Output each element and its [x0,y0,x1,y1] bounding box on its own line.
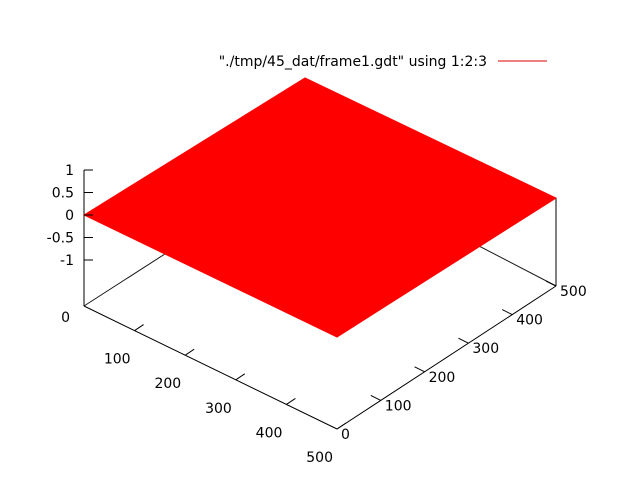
y-tick-mark [414,366,425,373]
surface-plane [82,77,558,338]
legend-entry-label: "./tmp/45_dat/frame1.gdt" using 1:2:3 [219,54,487,70]
y-tick-mark [458,337,469,344]
z-tick-label: 1 [65,163,74,179]
x-axis-ticks: 100 200 300 400 500 [104,324,347,466]
back-left-line [83,251,169,307]
x-tick-label: 400 [256,425,283,441]
x-tick-mark [134,324,144,332]
z-tick-label: -1 [60,253,74,269]
x-tick-label: 500 [306,450,333,466]
z-tick-label: 0.5 [52,186,74,202]
z-axis-ticks: 1 0.5 0 -0.5 -1 [47,163,93,269]
x-axis-line [83,305,338,430]
y-axis-ticks: 0 100 200 300 400 500 [341,280,587,443]
x-tick-label: 300 [205,401,232,417]
y-tick-label: 0 [341,427,350,443]
x-tick-label: 100 [104,352,131,368]
z-axis-base-label: 0 [61,310,70,326]
x-tick-mark [235,373,246,381]
x-tick-mark [286,397,296,405]
y-tick-mark [545,280,557,287]
y-tick-label: 300 [472,341,499,357]
x-tick-label: 200 [154,376,181,392]
z-tick-label: -0.5 [47,231,74,247]
z-tick-label: 0 [65,208,74,224]
y-axis-line [336,285,557,430]
legend: "./tmp/45_dat/frame1.gdt" using 1:2:3 [219,54,547,70]
y-tick-mark [501,309,513,316]
x-tick-mark [336,422,347,430]
y-tick-mark [370,394,382,401]
y-tick-label: 500 [560,284,587,300]
y-tick-label: 200 [429,370,456,386]
y-tick-label: 400 [516,313,543,329]
x-tick-mark [184,348,195,356]
y-tick-label: 100 [385,398,412,414]
